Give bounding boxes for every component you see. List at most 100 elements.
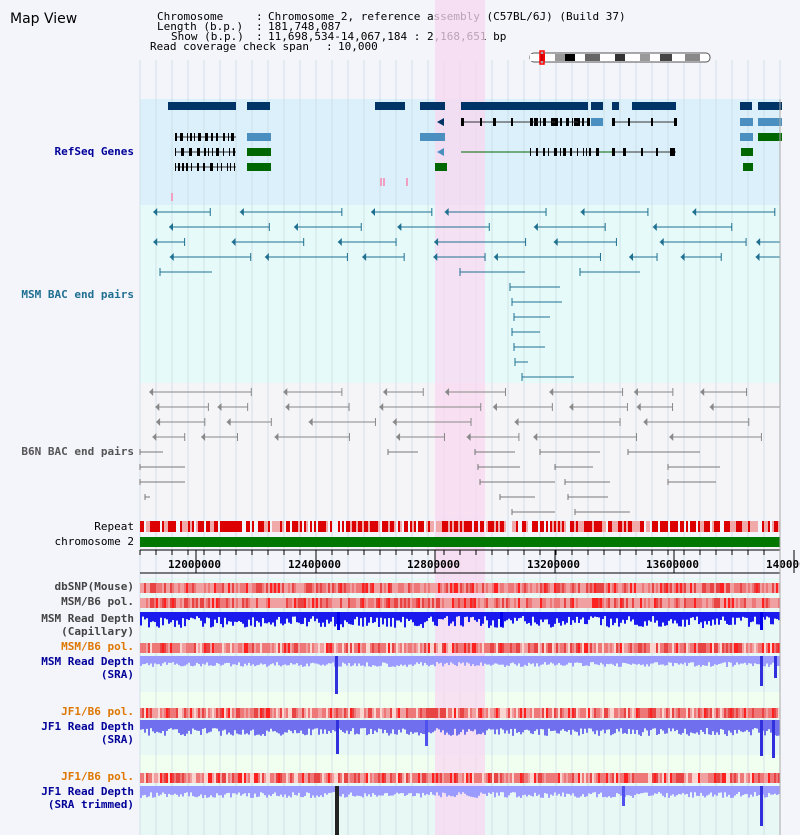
repeat-block xyxy=(718,521,720,532)
msm-capillary-depth xyxy=(740,612,742,621)
msm-pol-heat-2 xyxy=(726,643,728,653)
msm-pol-heat xyxy=(336,598,338,608)
msm-sra-depth xyxy=(358,656,360,664)
jf1-pol-heat-2 xyxy=(636,773,638,783)
repeat-block xyxy=(448,521,450,532)
jf1-pol-heat xyxy=(654,708,656,718)
msm-capillary-depth xyxy=(562,612,564,622)
msm-pol-heat xyxy=(564,598,566,608)
msm-sra-depth xyxy=(480,656,482,663)
repeat-block xyxy=(240,521,242,532)
msm-pol-heat-2 xyxy=(746,643,748,653)
dbsnp-heat xyxy=(256,583,258,593)
jf1-pol-heat xyxy=(154,708,156,718)
jf1-trimmed-depth xyxy=(626,786,628,796)
repeat-block xyxy=(642,521,644,532)
msm-capillary-depth xyxy=(242,612,244,624)
dbsnp-heat xyxy=(700,583,702,593)
dbsnp-heat xyxy=(658,583,660,593)
msm-pol-heat-2 xyxy=(270,643,272,653)
msm-capillary-depth xyxy=(582,612,584,618)
jf1-pol-heat xyxy=(184,708,186,718)
msm-pol-heat-2 xyxy=(234,643,236,653)
jf1-pol-heat-2 xyxy=(406,773,408,783)
jf1-b6-pol-label-2: JF1/B6 pol. xyxy=(61,770,134,783)
jf1-sra-depth xyxy=(454,720,456,729)
msm-pol-heat xyxy=(282,598,284,608)
gene-exon xyxy=(651,118,653,126)
msm-sra-depth xyxy=(240,656,242,667)
jf1-pol-heat-2 xyxy=(386,773,388,783)
jf1-pol-heat-2 xyxy=(656,773,658,783)
jf1-sra-depth xyxy=(654,720,656,729)
msm-pol-heat xyxy=(474,598,476,608)
gene-exon xyxy=(480,118,482,126)
dbsnp-heat xyxy=(690,583,692,593)
jf1-pol-heat-2 xyxy=(568,773,570,783)
msm-capillary-depth xyxy=(772,612,774,625)
dbsnp-heat xyxy=(546,583,548,593)
msm-pol-heat-2 xyxy=(698,643,700,653)
refseq-gene xyxy=(591,102,603,110)
jf1-pol-heat-2 xyxy=(322,773,324,783)
msm-pol-heat xyxy=(746,598,748,608)
msm-pol-heat xyxy=(764,598,766,608)
msm-pol-heat xyxy=(208,598,210,608)
jf1-sra-depth xyxy=(506,720,508,731)
jf1-pol-heat xyxy=(248,708,250,718)
msm-pol-heat xyxy=(228,598,230,608)
msm-sra-depth xyxy=(368,656,370,667)
msm-sra-depth xyxy=(516,656,518,666)
jf1-pol-heat-2 xyxy=(178,773,180,783)
jf1-pol-heat-2 xyxy=(198,773,200,783)
msm-pol-heat xyxy=(730,598,732,608)
msm-pol-heat xyxy=(774,598,776,608)
jf1-trimmed-depth xyxy=(276,786,278,796)
jf1-trimmed-depth xyxy=(726,786,728,797)
gene-exon xyxy=(596,148,599,156)
jf1-pol-heat-2 xyxy=(342,773,344,783)
jf1-pol-heat-2 xyxy=(510,773,512,783)
msm-sra-depth xyxy=(248,656,250,663)
msm-pol-heat-2 xyxy=(606,643,608,653)
msm-capillary-depth xyxy=(330,612,332,622)
msm-pol-heat xyxy=(736,598,738,608)
msm-pol-heat-2 xyxy=(778,643,780,653)
refseq-marker xyxy=(406,178,408,186)
msm-capillary-depth xyxy=(320,612,322,627)
jf1-sra-depth xyxy=(478,720,480,734)
jf1-sra-depth xyxy=(354,720,356,735)
jf1-pol-heat-2 xyxy=(764,773,766,783)
jf1-pol-heat-2 xyxy=(450,773,452,783)
dbsnp-heat xyxy=(144,583,146,593)
jf1-sra-depth xyxy=(756,720,758,729)
msm-pol-heat-2 xyxy=(736,643,738,653)
msm-pol-heat xyxy=(602,598,604,608)
jf1-pol-heat-2 xyxy=(278,773,280,783)
jf1-pol-heat-2 xyxy=(292,773,294,783)
msm-pol-heat xyxy=(250,598,252,608)
msm-capillary-depth xyxy=(206,612,208,618)
jf1-pol-heat xyxy=(266,708,268,718)
msm-pol-heat-2 xyxy=(462,643,464,653)
jf1-trimmed-depth xyxy=(374,786,376,795)
ideogram-band xyxy=(640,54,650,61)
repeat-block xyxy=(278,521,280,532)
b6n-bac-pair-end xyxy=(636,403,641,411)
msm-sra-depth xyxy=(172,656,174,663)
jf1-sra-depth xyxy=(184,720,186,736)
msm-pol-heat xyxy=(306,598,308,608)
jf1-pol-heat-2 xyxy=(542,773,544,783)
msm-sra-depth xyxy=(492,656,494,665)
jf1-pol-heat-2 xyxy=(236,773,238,783)
jf1-trimmed-depth xyxy=(776,786,778,795)
msm-capillary-depth xyxy=(286,612,288,619)
ideogram-band xyxy=(555,54,565,61)
msm-pol-heat xyxy=(226,598,228,608)
msm-pol-heat xyxy=(164,598,166,608)
msm-pol-heat-2 xyxy=(476,643,478,653)
jf1-sra-depth xyxy=(648,720,650,736)
msm-bac-pair-end xyxy=(264,253,269,261)
msm-pol-heat xyxy=(146,598,148,608)
